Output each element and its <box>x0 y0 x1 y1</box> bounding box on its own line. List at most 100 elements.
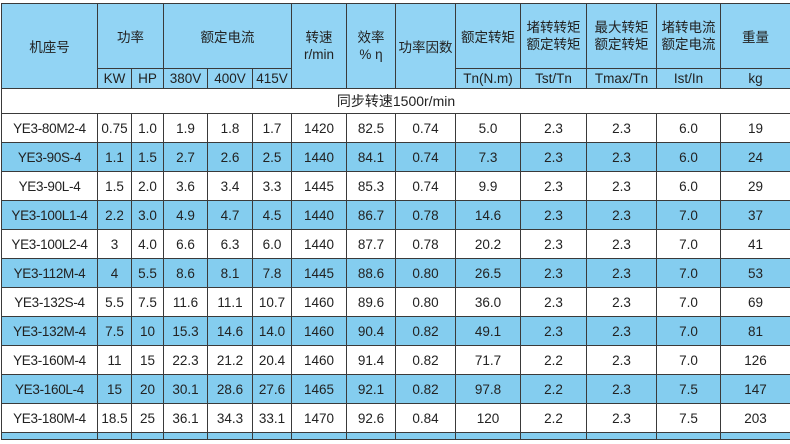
header-model: 机座号 <box>2 4 98 89</box>
table-cell: 3.4 <box>208 172 253 201</box>
table-cell <box>396 433 456 440</box>
table-cell: 6.3 <box>208 230 253 259</box>
table-cell: 29 <box>721 172 790 201</box>
table-cell: 5.0 <box>456 114 521 143</box>
table-cell: 1470 <box>292 404 347 433</box>
table-cell: 4.9 <box>164 201 208 230</box>
table-cell: 2.3 <box>587 114 657 143</box>
table-cell: 1.1 <box>98 143 132 172</box>
table-cell: 2.3 <box>587 288 657 317</box>
table-cell: 20.4 <box>253 346 292 375</box>
table-cell: 20 <box>132 375 164 404</box>
table-cell: 92.1 <box>347 375 396 404</box>
table-cell: 14.6 <box>456 201 521 230</box>
table-cell: 1460 <box>292 317 347 346</box>
table-cell: 2.3 <box>521 172 587 201</box>
table-cell: 7.8 <box>253 259 292 288</box>
table-cell: 33.1 <box>253 404 292 433</box>
table-cell: 15.3 <box>164 317 208 346</box>
table-cell <box>521 433 587 440</box>
header-kw: KW <box>98 69 132 89</box>
table-cell: 1.9 <box>164 114 208 143</box>
table-cell: 1.5 <box>132 143 164 172</box>
table-cell: 6.0 <box>253 230 292 259</box>
table-cell <box>292 433 347 440</box>
table-cell: 8.6 <box>164 259 208 288</box>
table-cell: 1445 <box>292 172 347 201</box>
table-cell: 82.5 <box>347 114 396 143</box>
header-max-torque-line2: 额定转矩 <box>595 37 649 52</box>
table-cell <box>208 433 253 440</box>
table-cell: 0.80 <box>396 259 456 288</box>
table-cell: 0.74 <box>396 114 456 143</box>
table-cell: 7.0 <box>657 230 721 259</box>
header-efficiency-label: 效率 <box>358 30 385 45</box>
table-cell: 7.0 <box>657 317 721 346</box>
table-cell: YE3-100L1-4 <box>2 201 98 230</box>
table-cell <box>2 433 98 440</box>
table-cell: 126 <box>721 346 790 375</box>
table-cell: 41 <box>721 230 790 259</box>
table-cell: 15 <box>132 346 164 375</box>
table-cell: 30.1 <box>164 375 208 404</box>
table-cell: 28.6 <box>208 375 253 404</box>
table-cell: 1440 <box>292 230 347 259</box>
table-cell: 7.0 <box>657 346 721 375</box>
table-cell: 0.78 <box>396 230 456 259</box>
table-cell: 3 <box>98 230 132 259</box>
table-cell: 4.0 <box>132 230 164 259</box>
header-current: 额定电流 <box>164 4 292 69</box>
table-cell: YE3-90S-4 <box>2 143 98 172</box>
table-cell: 11.1 <box>208 288 253 317</box>
table-cell: 2.2 <box>521 404 587 433</box>
header-400v: 400V <box>208 69 253 89</box>
table-cell: 2.3 <box>587 346 657 375</box>
table-cell: 7.5 <box>132 288 164 317</box>
table-cell: YE3-100L2-4 <box>2 230 98 259</box>
table-cell: YE3-180M-4 <box>2 404 98 433</box>
table-cell: 85.3 <box>347 172 396 201</box>
table-cell: 8.1 <box>208 259 253 288</box>
table-cell: 0.84 <box>396 404 456 433</box>
table-cell: YE3-112M-4 <box>2 259 98 288</box>
table-cell: 1460 <box>292 346 347 375</box>
table-cell: 36.1 <box>164 404 208 433</box>
table-cell: 3.0 <box>132 201 164 230</box>
table-cell: 0.74 <box>396 143 456 172</box>
table-cell: 49.1 <box>456 317 521 346</box>
table-cell: 1445 <box>292 259 347 288</box>
table-cell: YE3-160M-4 <box>2 346 98 375</box>
table-cell <box>721 433 790 440</box>
table-cell: 6.0 <box>657 172 721 201</box>
header-locked-torque-unit: Tst/Tn <box>521 69 587 89</box>
table-cell: YE3-80M2-4 <box>2 114 98 143</box>
table-cell: 27.6 <box>253 375 292 404</box>
table-cell: YE3-132S-4 <box>2 288 98 317</box>
table-cell: 1.8 <box>208 114 253 143</box>
header-locked-current: 堵转电流额定电流 <box>657 4 721 69</box>
table-cell: 0.78 <box>396 201 456 230</box>
table-cell: 91.4 <box>347 346 396 375</box>
table-cell: 71.7 <box>456 346 521 375</box>
table-cell: 2.3 <box>521 201 587 230</box>
header-max-torque-unit: Tmax/Tn <box>587 69 657 89</box>
header-speed-unit: r/min <box>304 47 334 62</box>
table-cell: 22.3 <box>164 346 208 375</box>
header-415v: 415V <box>253 69 292 89</box>
table-cell: 7.0 <box>657 259 721 288</box>
table-cell: 18.5 <box>98 404 132 433</box>
table-cell: 86.7 <box>347 201 396 230</box>
table-cell: 81 <box>721 317 790 346</box>
header-hp: HP <box>132 69 164 89</box>
table-cell: 2.2 <box>521 346 587 375</box>
table-cell <box>587 433 657 440</box>
table-cell: 21.2 <box>208 346 253 375</box>
table-cell: 4.7 <box>208 201 253 230</box>
table-cell: 11.6 <box>164 288 208 317</box>
table-cell <box>456 433 521 440</box>
table-cell: YE3-90L-4 <box>2 172 98 201</box>
